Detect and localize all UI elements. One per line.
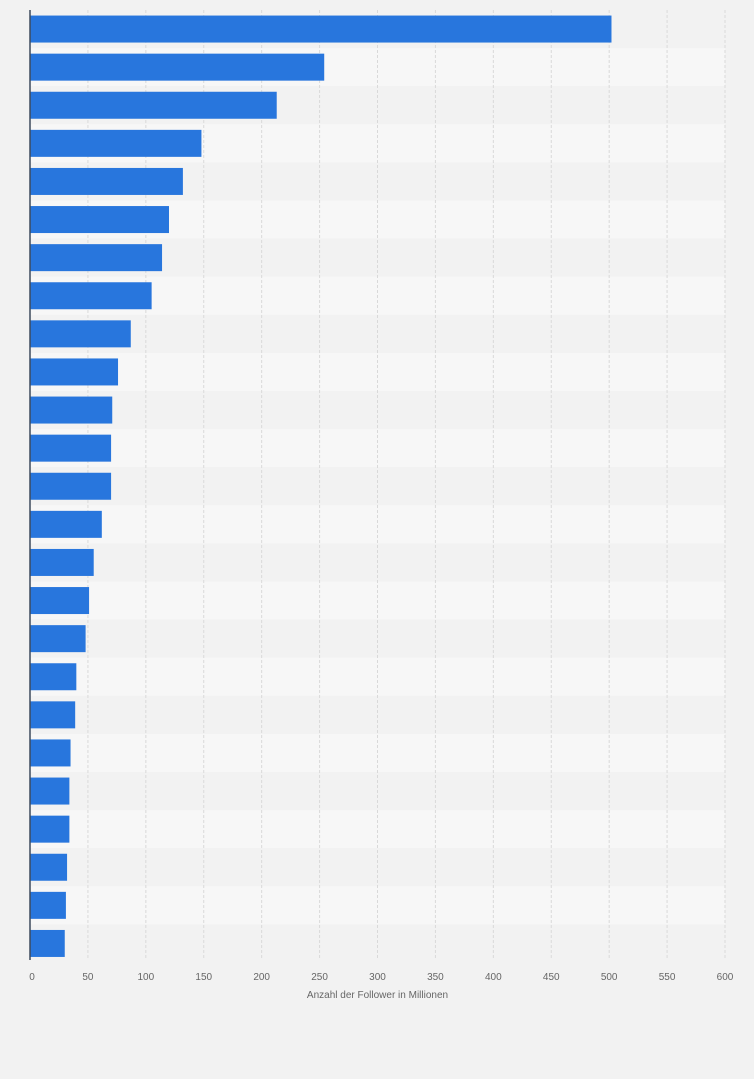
bar[interactable] — [30, 815, 70, 843]
gridlines — [87, 10, 726, 960]
x-tick-label: 50 — [82, 972, 94, 983]
x-tick-label: 200 — [253, 972, 270, 983]
bar[interactable] — [30, 53, 325, 81]
bar[interactable] — [30, 548, 94, 576]
x-tick-labels: 0 50 100 150 200 250 300 350 400 450 500 550 600 — [29, 972, 734, 983]
x-axis-title: Anzahl der Follower in Millionen — [307, 990, 448, 1001]
bar[interactable] — [30, 587, 90, 615]
x-tick-label: 300 — [369, 972, 386, 983]
bars — [30, 15, 612, 957]
bar[interactable] — [30, 663, 77, 691]
x-tick-label: 500 — [601, 972, 618, 983]
bar[interactable] — [30, 282, 152, 310]
bar[interactable] — [30, 625, 86, 653]
bar[interactable] — [30, 244, 163, 272]
bar[interactable] — [30, 129, 202, 157]
bar[interactable] — [30, 320, 131, 348]
bar[interactable] — [30, 891, 66, 919]
bar[interactable] — [30, 15, 612, 43]
bar[interactable] — [30, 701, 76, 729]
bar[interactable] — [30, 91, 277, 119]
x-tick-label: 550 — [659, 972, 676, 983]
bar[interactable] — [30, 167, 183, 195]
x-tick-label: 0 — [29, 972, 35, 983]
x-tick-label: 350 — [427, 972, 444, 983]
x-tick-label: 600 — [717, 972, 734, 983]
x-tick-label: 100 — [137, 972, 154, 983]
bar[interactable] — [30, 358, 119, 386]
bar[interactable] — [30, 206, 169, 234]
bar[interactable] — [30, 434, 112, 462]
bar[interactable] — [30, 396, 113, 424]
x-tick-label: 250 — [311, 972, 328, 983]
bar[interactable] — [30, 929, 65, 957]
x-tick-label: 400 — [485, 972, 502, 983]
bar[interactable] — [30, 853, 68, 881]
bar[interactable] — [30, 472, 112, 500]
bar[interactable] — [30, 777, 70, 805]
x-tick-label: 150 — [195, 972, 212, 983]
x-tick-label: 450 — [543, 972, 560, 983]
bar[interactable] — [30, 739, 71, 767]
bar[interactable] — [30, 510, 102, 538]
